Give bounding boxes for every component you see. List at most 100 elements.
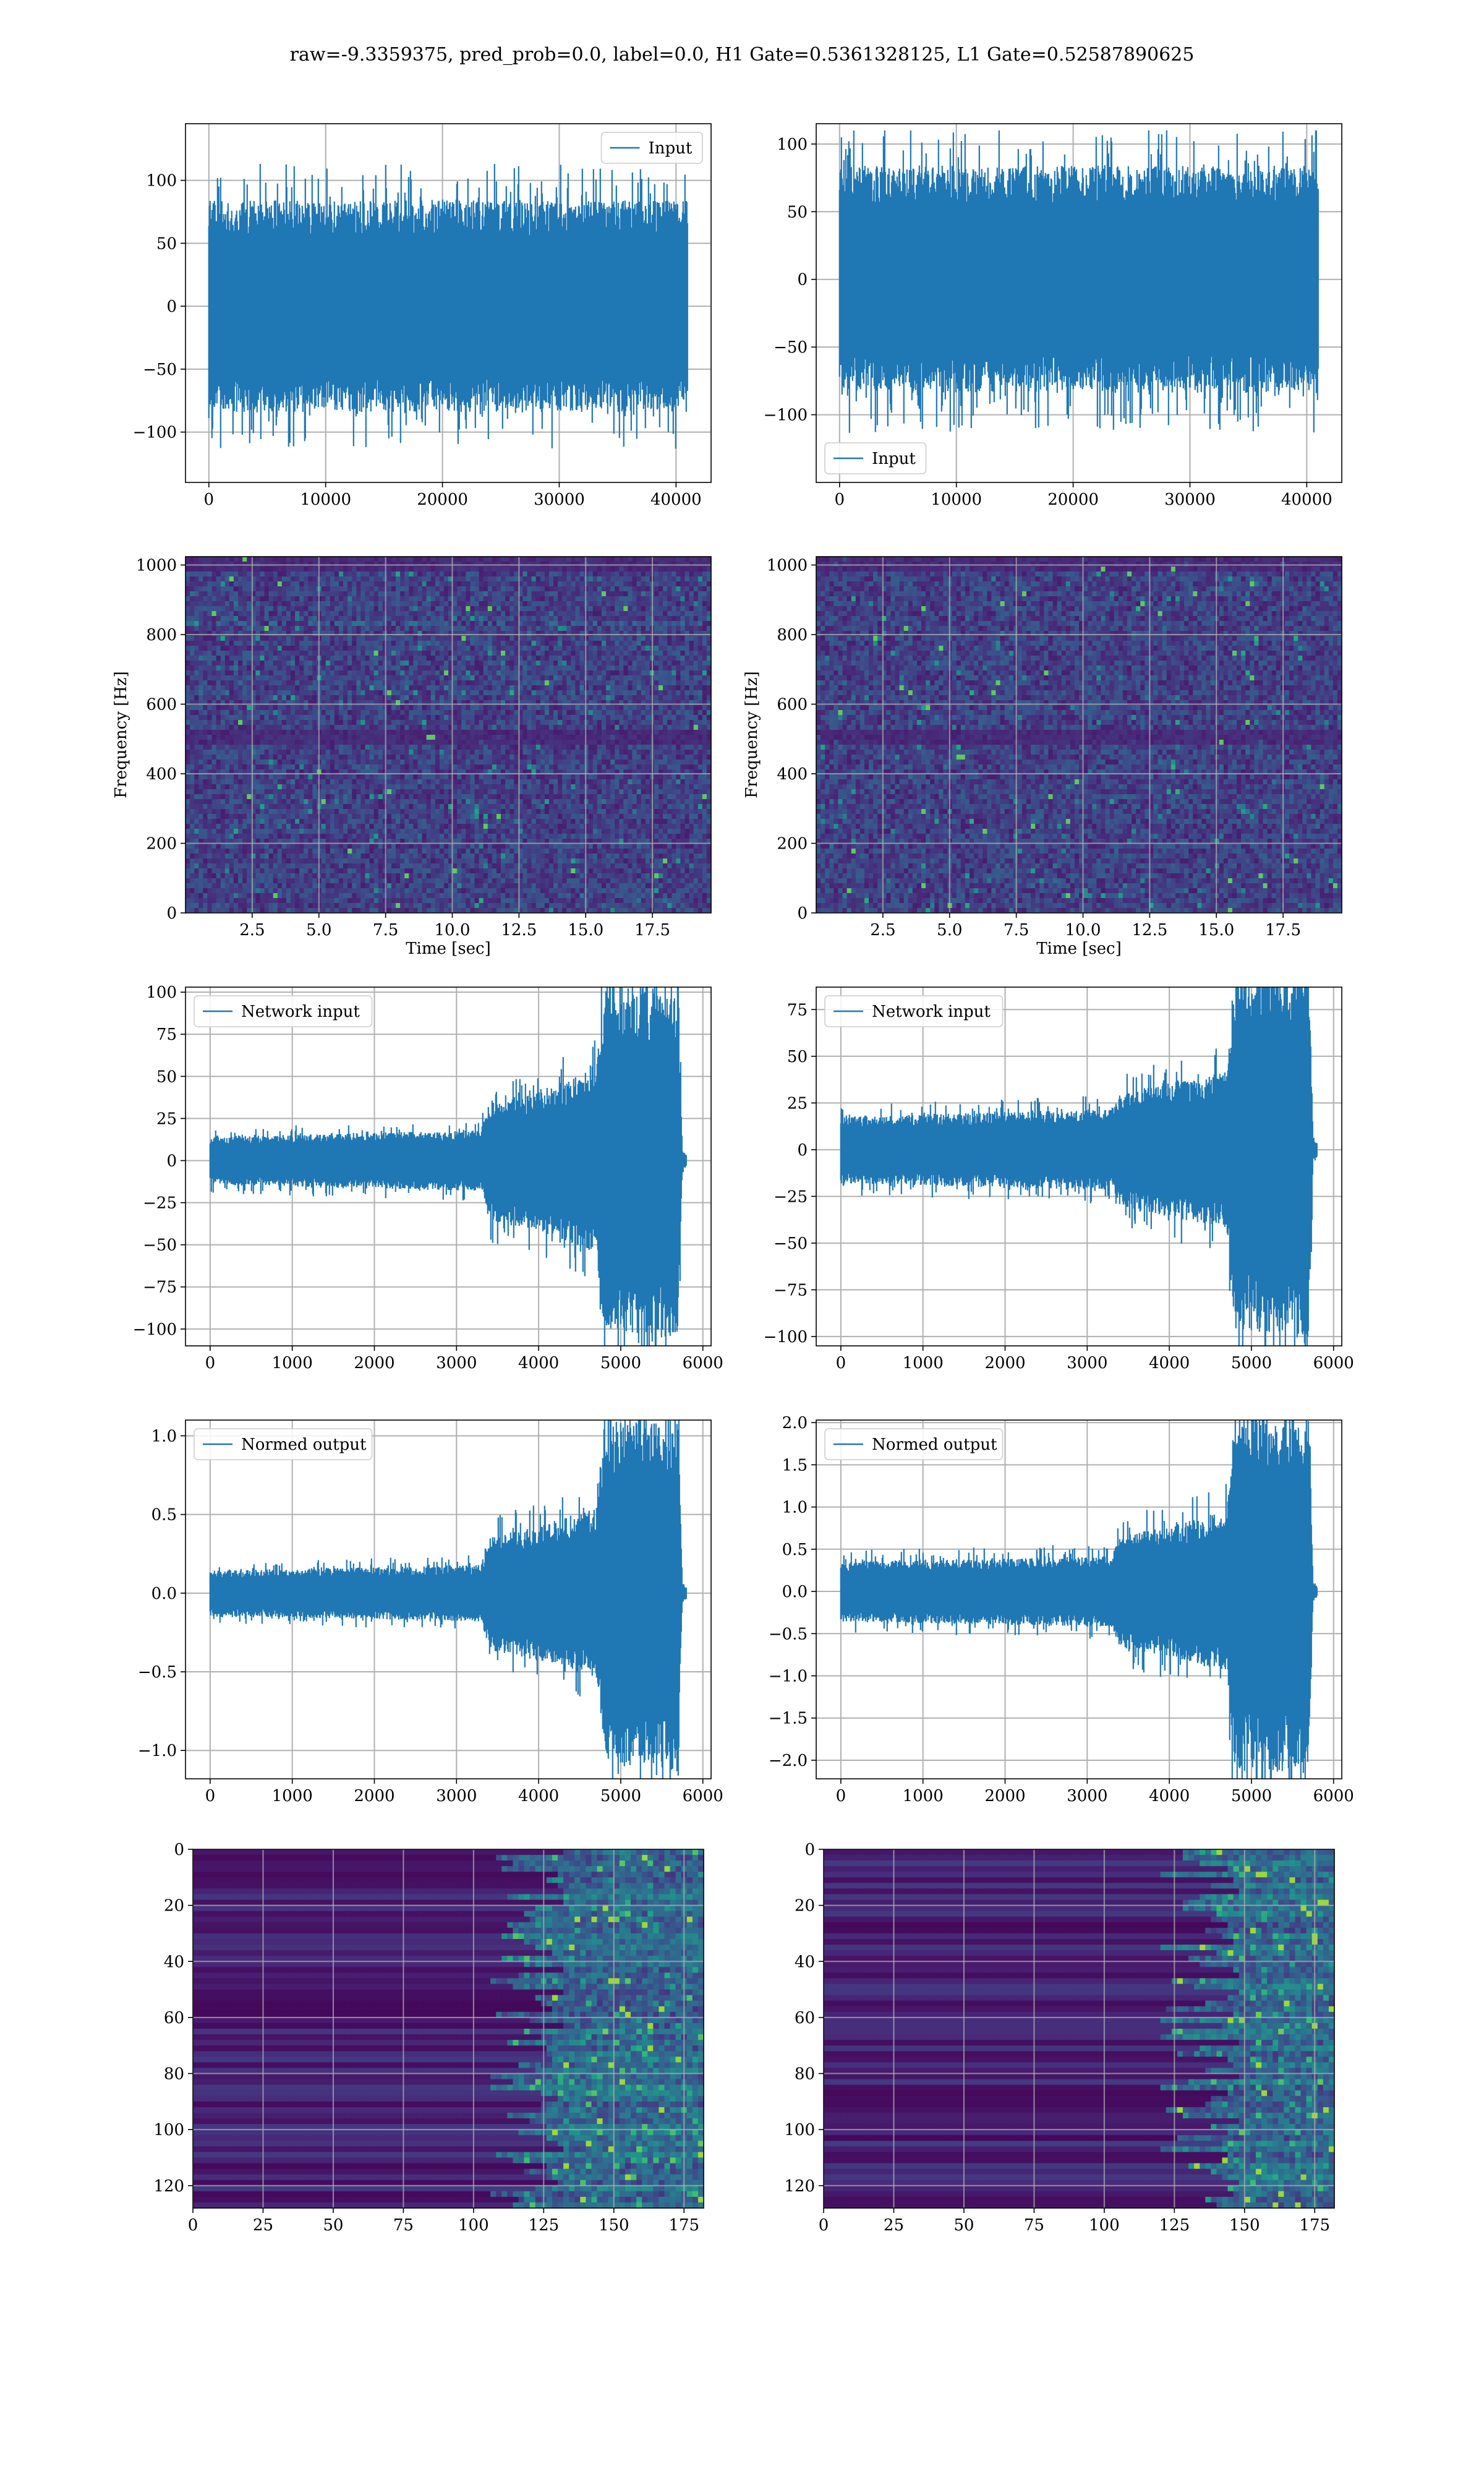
normed-right-xtick-label: 2000 [984, 1787, 1025, 1805]
heat-left-ytick-label: 60 [164, 2009, 184, 2027]
heat-right-xtick-label: 0 [819, 2216, 829, 2235]
input-right-legend: Input [824, 442, 927, 474]
network-right-ytick-label: 0 [797, 1141, 808, 1160]
normed-right-ytick-label: 1.0 [782, 1499, 808, 1517]
heat-right-xtick-label: 150 [1229, 2216, 1260, 2235]
network-right-ytick-label: 50 [787, 1048, 808, 1066]
input-right-ytick-label: 50 [787, 203, 808, 221]
normed-right-xtick-label: 1000 [903, 1787, 944, 1805]
spec-left-ytick-label: 0 [166, 904, 177, 923]
spec-left-xtick-label: 7.5 [373, 921, 398, 940]
normed-right-plot-area [816, 1420, 1342, 1779]
input-right-xtick-label: 20000 [1047, 490, 1099, 509]
network-right-xtick-label: 6000 [1313, 1354, 1354, 1372]
normed-left-ytick-label: −1.0 [138, 1742, 177, 1760]
input-right-ytick-label: −100 [764, 406, 808, 425]
input-left-ytick-label: 100 [146, 172, 177, 190]
normed-right-ytick-label: 0.5 [782, 1541, 808, 1559]
network-right-ytick-label: 25 [787, 1094, 808, 1113]
input-right-ytick-label: −50 [774, 338, 808, 357]
heat-right-xtick-label: 100 [1089, 2216, 1120, 2235]
network-left-xtick-label: 1000 [272, 1354, 313, 1372]
input-left-ytick-label: −100 [133, 424, 177, 442]
heat-right-xtick-label: 50 [953, 2216, 974, 2235]
spec-left-xlabel: Time [sec] [406, 940, 491, 958]
heat-right-cells [824, 1849, 1334, 2208]
normed-right-xtick-label: 6000 [1313, 1787, 1354, 1805]
network-left-legend: Network input [194, 995, 373, 1027]
heat-left-xtick-label: 175 [668, 2216, 699, 2235]
spec-left-ytick-label: 600 [146, 696, 177, 714]
normed-right-ytick-label: −2.0 [769, 1752, 808, 1770]
spec-left-ytick-label: 400 [146, 765, 177, 784]
network-left-xtick-label: 0 [205, 1354, 216, 1372]
normed-right-ytick-label: −1.5 [769, 1710, 808, 1728]
heat-left-grid [193, 1849, 704, 2208]
spec-right-ytick-label: 600 [777, 696, 808, 714]
input-right-xtick-label: 10000 [931, 490, 982, 509]
heat-right-xtick-label: 175 [1299, 2216, 1330, 2235]
spec-right-ytick-label: 800 [777, 626, 808, 644]
network-left-xtick-label: 6000 [683, 1354, 723, 1372]
input-left-xtick-label: 30000 [534, 490, 585, 509]
network-left-xtick-label: 5000 [600, 1354, 641, 1372]
spec-right-xtick-label: 2.5 [870, 921, 895, 940]
normed-left-plot-area [186, 1420, 711, 1779]
heat-left-xtick-label: 50 [323, 2216, 343, 2235]
normed-right-legend-label: Normed output [872, 1436, 997, 1454]
heat-left-plot-area [193, 1849, 704, 2208]
normed-right-ytick-label: 2.0 [782, 1414, 808, 1432]
spec-left-xtick-label: 17.5 [634, 921, 670, 940]
input-right-xtick-label: 0 [835, 490, 845, 509]
input-left-xtick-label: 0 [204, 490, 215, 509]
normed-left-ytick-label: −0.5 [138, 1663, 177, 1682]
spec-right-xtick-label: 17.5 [1265, 921, 1301, 940]
spec-right-xtick-label: 12.5 [1132, 921, 1167, 940]
spec-right-frame [816, 556, 1342, 914]
spec-left-ytick-label: 1000 [136, 557, 177, 575]
heat-left-xtick-label: 0 [188, 2216, 198, 2235]
network-left-ytick-label: −50 [143, 1236, 177, 1255]
heat-left-xtick-label: 150 [599, 2216, 629, 2235]
network-right-plot-area [816, 987, 1342, 1346]
spec-left-xtick-label: 15.0 [568, 921, 603, 940]
network-left-ytick-label: 25 [156, 1110, 177, 1128]
normed-left-series-line [209, 1420, 687, 1779]
network-right-ytick-label: −100 [764, 1328, 808, 1346]
spec-right-ytick-label: 1000 [767, 557, 808, 575]
heat-left-xtick-label: 75 [393, 2216, 414, 2235]
network-right-xtick-label: 5000 [1231, 1354, 1272, 1372]
input-left-xtick-label: 10000 [300, 490, 351, 509]
input-left-xtick-label: 40000 [650, 490, 702, 509]
network-right-xtick-label: 3000 [1067, 1354, 1107, 1372]
input-left-ytick-label: 50 [156, 234, 177, 253]
input-left-xtick-label: 20000 [417, 490, 468, 509]
spec-left-ylabel: Frequency [Hz] [112, 671, 130, 798]
network-left-ytick-label: −25 [143, 1194, 177, 1213]
spec-left-xtick-label: 5.0 [306, 921, 331, 940]
heat-right-plot-area [824, 1849, 1334, 2208]
spec-right-ytick-label: 400 [777, 765, 808, 784]
spec-left-xtick-label: 2.5 [239, 921, 265, 940]
spec-left-cells [186, 557, 711, 913]
input-right-frame [816, 123, 1342, 483]
network-left-xtick-label: 2000 [354, 1354, 394, 1372]
normed-left-xtick-label: 5000 [600, 1787, 641, 1805]
heat-right-ytick-label: 80 [795, 2065, 815, 2084]
normed-left-ytick-label: 0.0 [151, 1585, 177, 1603]
normed-left-xtick-label: 1000 [272, 1787, 313, 1805]
network-left-frame [185, 987, 712, 1346]
spec-right-plot-area [816, 557, 1342, 913]
heat-left-xtick-label: 100 [458, 2216, 489, 2235]
heat-right-frame [823, 1849, 1335, 2209]
input-left-legend-label: Input [649, 139, 693, 158]
network-right-series-line [840, 987, 1318, 1346]
normed-left-axes: 0 1000 2000 3000 4000 5000 6000 −1.0 −0.5 0.0 0.5 1… [138, 1419, 723, 1805]
input-right-ytick-label: 100 [777, 135, 808, 154]
network-left-plot-area [186, 987, 711, 1346]
spec-left-xtick-label: 12.5 [501, 921, 537, 940]
heat-right-ytick-label: 60 [795, 2009, 815, 2027]
heat-right-xtick-label: 75 [1024, 2216, 1044, 2235]
input-left-ytick-label: 0 [166, 297, 177, 316]
